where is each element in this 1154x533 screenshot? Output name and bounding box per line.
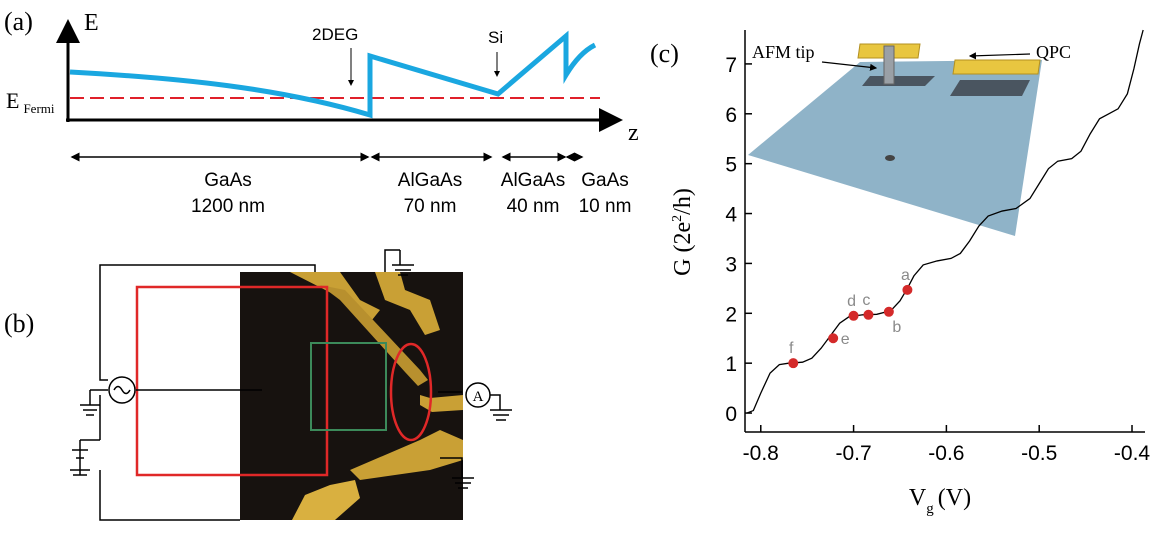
fermi-label: E Fermi [6, 88, 55, 116]
ground-symbols [70, 250, 512, 489]
marker-point [902, 284, 913, 295]
x-title-sub: g [926, 501, 934, 517]
layer-material: AlGaAs [398, 170, 462, 191]
y-tick-label: 2 [725, 303, 737, 326]
y-tick-label: 1 [725, 353, 737, 376]
panel-a: (a) E z E Fermi 2DEG Si GaAs 1200 nm AlGaAs… [4, 7, 639, 217]
marker-label: b [892, 319, 901, 336]
marker-point [828, 333, 839, 344]
y-tick-label: 4 [725, 204, 737, 227]
panel-c: (c) AFM tip QPC Vg (V) G (2e2/h) 01234567… [650, 29, 1151, 517]
x-tick-label: -0.6 [928, 442, 964, 465]
marker-label: a [901, 267, 910, 284]
layer-labels: GaAs 1200 nm AlGaAs 70 nm AlGaAs 40 nm GaAs 10 … [191, 170, 631, 217]
y-axis-title: G (2e2/h) [670, 188, 696, 276]
inset-label: QPC [1036, 42, 1071, 62]
inset-surface [748, 60, 1042, 236]
annotation: Si [488, 28, 503, 47]
layer-thickness: 70 nm [404, 196, 457, 217]
layer-material: GaAs [581, 170, 629, 191]
y-title-main: G (2e [670, 222, 696, 276]
marker-point [863, 309, 874, 320]
inset-tip [883, 45, 895, 85]
zoom-region [310, 342, 387, 431]
inset-spot [885, 155, 895, 161]
axis-label: E [84, 10, 99, 36]
panel-b: (b) A [4, 249, 512, 521]
scan-region [135, 285, 329, 477]
axis-label: z [628, 120, 639, 146]
inset-label: AFM tip [752, 42, 815, 62]
qpc-region [389, 342, 433, 442]
layer-thickness: 40 nm [507, 196, 560, 217]
layer-material: GaAs [204, 170, 252, 191]
gate [320, 285, 428, 386]
marker-label: d [847, 293, 856, 310]
x-axis-title: Vg (V) [909, 485, 971, 517]
x-tick-label: -0.7 [835, 442, 871, 465]
fermi-main: E [6, 88, 19, 113]
layer-thickness: 10 nm [579, 196, 632, 217]
y-tick-label: 6 [725, 104, 737, 127]
ammeter-label: A [473, 389, 484, 405]
x-tick-label: -0.8 [743, 442, 779, 465]
circuit-wire [99, 249, 501, 521]
x-tick-label: -0.5 [1021, 442, 1057, 465]
marker-point [788, 358, 799, 369]
layer-thickness: 1200 nm [191, 196, 265, 217]
y-tick-label: 5 [725, 154, 737, 177]
annotation: 2DEG [312, 25, 358, 44]
y-title-sup: 2 [670, 215, 685, 222]
y-tick-label: 3 [725, 253, 737, 276]
inset-trench [862, 76, 935, 86]
fermi-sub: Fermi [23, 101, 54, 116]
marker-point [848, 310, 859, 321]
band-edge [69, 30, 597, 119]
gate [375, 272, 440, 335]
y-tick-label: 7 [725, 54, 737, 77]
y-title-end: /h) [670, 188, 696, 215]
layer-material: AlGaAs [501, 170, 565, 191]
inset-trench [950, 80, 1030, 96]
marker-label: c [862, 292, 870, 309]
panel-label: (c) [650, 39, 679, 68]
gate [350, 430, 463, 480]
pointer [821, 61, 878, 71]
gate [292, 480, 360, 520]
x-title-unit: (V) [938, 485, 971, 511]
ac-symbol [113, 385, 131, 395]
y-tick-label: 0 [725, 403, 737, 426]
marker-label: e [841, 331, 850, 348]
x-tick-label: -0.4 [1114, 442, 1151, 465]
x-title-main: V [909, 485, 927, 511]
marker-label: f [789, 340, 794, 357]
pointer [968, 52, 1031, 60]
ammeter [465, 382, 491, 408]
panel-label: (a) [4, 7, 33, 36]
data-line [746, 29, 1144, 414]
marker-point [883, 306, 894, 317]
inset-gate [952, 59, 1041, 75]
panel-label: (b) [4, 309, 34, 338]
